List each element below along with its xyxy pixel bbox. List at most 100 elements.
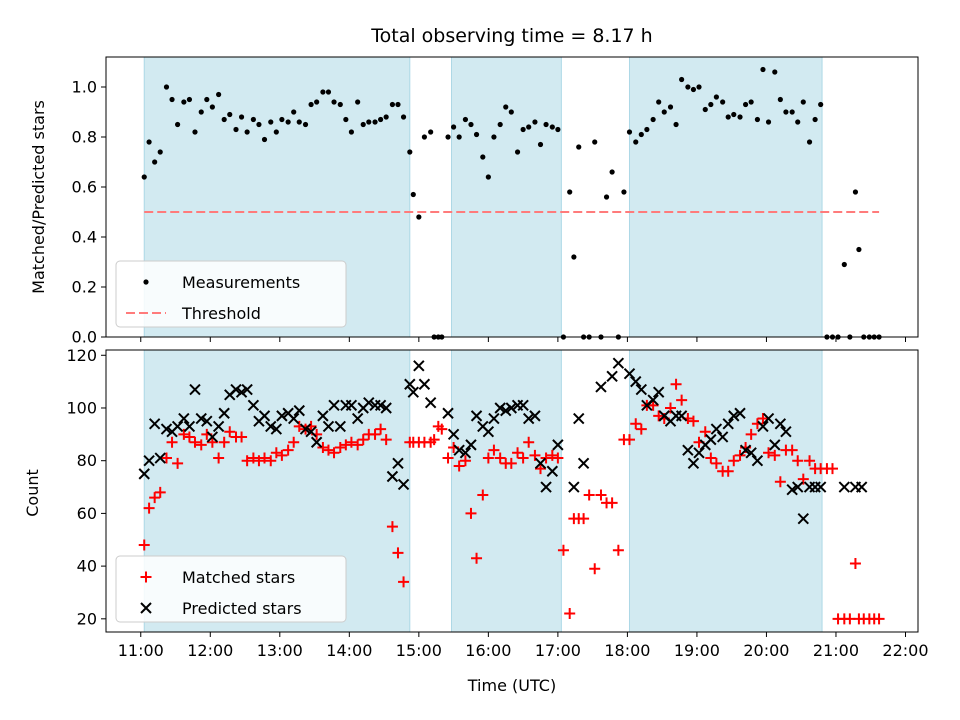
data-point (230, 383, 242, 396)
data-point (392, 547, 404, 559)
data-point (568, 481, 580, 493)
data-point (633, 139, 639, 145)
data-point (380, 434, 392, 446)
data-point (157, 149, 163, 155)
data-point (670, 378, 682, 390)
data-point (374, 399, 387, 412)
data-point (258, 410, 271, 422)
data-point (713, 94, 719, 100)
data-point (757, 420, 769, 433)
data-point (503, 104, 509, 110)
data-point (160, 423, 173, 435)
y-tick-label: 80 (77, 451, 97, 470)
data-point (595, 489, 607, 501)
data-point (227, 111, 233, 118)
data-point (163, 84, 170, 90)
data-point (760, 66, 766, 73)
data-point (351, 412, 364, 425)
data-point (279, 116, 285, 123)
data-point (152, 159, 158, 165)
data-point (172, 457, 184, 469)
data-point (442, 407, 454, 419)
data-point (320, 89, 326, 95)
data-point (838, 481, 851, 493)
data-point (705, 452, 717, 464)
data-point (517, 452, 529, 464)
data-point (546, 449, 558, 461)
y-tick-label: 0.8 (72, 128, 97, 147)
data-point (334, 420, 346, 433)
data-point (728, 410, 740, 422)
data-point (451, 124, 457, 130)
data-point (404, 378, 416, 390)
data-point (317, 410, 329, 422)
data-point (421, 134, 428, 140)
data-point (500, 404, 512, 417)
y-tick-label: 0.4 (72, 228, 97, 247)
x-tick-label: 15:00 (396, 641, 442, 660)
data-point (606, 497, 618, 509)
data-point (612, 544, 624, 556)
data-point (855, 481, 868, 493)
data-point (256, 121, 262, 128)
data-point (540, 481, 552, 493)
x-axis-label: Time (UTC) (467, 676, 556, 695)
data-point (407, 149, 413, 155)
data-point (273, 129, 279, 135)
y-tick-label: 1.0 (72, 78, 97, 97)
data-point (488, 412, 500, 425)
data-point (445, 134, 451, 140)
data-point (265, 420, 277, 433)
data-point (293, 404, 305, 417)
legend-swatch (143, 279, 149, 285)
data-point (603, 194, 610, 200)
axes-frame (105, 56, 919, 338)
data-point (459, 447, 472, 459)
data-point (751, 454, 764, 467)
data-point (247, 452, 259, 464)
data-point (555, 126, 561, 133)
data-point (285, 119, 291, 125)
legend-swatch (140, 602, 152, 614)
data-point (322, 444, 334, 456)
data-point (436, 423, 448, 435)
data-point (209, 104, 215, 110)
data-point (679, 76, 685, 83)
x-tick-label: 18:00 (604, 641, 650, 660)
data-point (795, 119, 801, 125)
data-point (742, 101, 749, 108)
series-matched-stars (138, 378, 885, 625)
data-point (552, 439, 564, 451)
data-point (236, 431, 248, 443)
data-point (276, 449, 288, 461)
legend-entry: Matched stars (182, 568, 295, 587)
data-point (543, 121, 549, 128)
data-point (235, 386, 248, 398)
data-point (238, 114, 245, 120)
data-point (400, 114, 407, 120)
data-point (265, 455, 277, 467)
data-point (856, 246, 862, 253)
data-point (690, 86, 697, 93)
data-point (241, 383, 253, 396)
data-point (762, 412, 775, 425)
x-tick-label: 16:00 (465, 641, 511, 660)
data-point (494, 402, 506, 414)
data-point (470, 410, 483, 422)
data-point (488, 444, 500, 456)
data-point (169, 96, 175, 103)
data-point (138, 539, 150, 551)
data-point (623, 368, 636, 380)
data-point (786, 444, 798, 456)
data-point (233, 126, 239, 133)
data-point (218, 407, 230, 419)
data-point (635, 423, 647, 435)
data-point (477, 489, 489, 501)
data-point (218, 436, 230, 448)
data-point (687, 457, 700, 470)
data-point (241, 455, 253, 467)
data-point (595, 381, 607, 393)
data-point (149, 492, 161, 504)
x-tick-label: 14:00 (326, 641, 372, 660)
legend-box (115, 555, 347, 623)
